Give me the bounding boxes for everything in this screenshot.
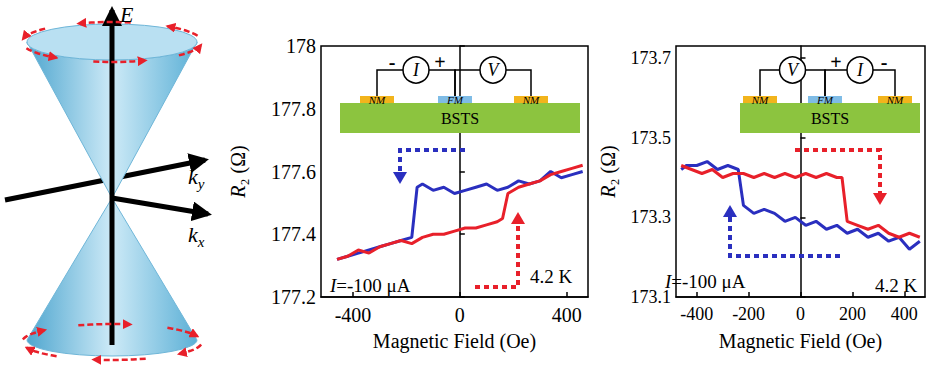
svg-text:400: 400 — [552, 304, 582, 326]
svg-text:NM: NM — [522, 94, 540, 106]
svg-text:=-100 μA: =-100 μA — [671, 271, 745, 292]
svg-text:-: - — [881, 51, 888, 73]
svg-text:R: R — [227, 185, 249, 198]
svg-text:V: V — [488, 60, 501, 80]
svg-text:4.2 K: 4.2 K — [875, 275, 918, 296]
svg-text:173.1: 173.1 — [630, 287, 671, 307]
svg-text:173.3: 173.3 — [631, 207, 672, 227]
svg-text:-200: -200 — [732, 304, 765, 324]
svg-text:BSTS: BSTS — [811, 110, 849, 127]
svg-text:200: 200 — [839, 304, 866, 324]
svg-text:177.6: 177.6 — [271, 161, 316, 183]
svg-text:177.4: 177.4 — [271, 223, 316, 245]
svg-text:178: 178 — [286, 35, 316, 57]
svg-text:173.5: 173.5 — [631, 128, 672, 148]
svg-text:177.2: 177.2 — [271, 286, 316, 308]
svg-text:NM: NM — [886, 94, 904, 106]
svg-text:ky: ky — [188, 164, 205, 192]
svg-text:-400: -400 — [335, 304, 372, 326]
svg-text:₂ (Ω): ₂ (Ω) — [597, 145, 620, 185]
svg-text:NM: NM — [368, 94, 386, 106]
svg-text:I: I — [665, 270, 672, 292]
svg-text:NM: NM — [751, 94, 769, 106]
svg-text:+: + — [830, 51, 841, 73]
svg-text:+: + — [434, 51, 445, 73]
svg-text:E: E — [119, 2, 134, 27]
svg-text:-400: -400 — [680, 304, 713, 324]
svg-text:-: - — [389, 51, 396, 73]
svg-text:177.8: 177.8 — [271, 98, 316, 120]
svg-text:I: I — [412, 60, 420, 80]
svg-text:400: 400 — [891, 304, 918, 324]
svg-text:0: 0 — [455, 304, 465, 326]
svg-text:Magnetic Field (Oe): Magnetic Field (Oe) — [373, 330, 536, 353]
svg-text:=-100 μA: =-100 μA — [336, 275, 410, 296]
svg-text:I: I — [856, 60, 864, 80]
svg-text:₂ (Ω): ₂ (Ω) — [227, 145, 250, 185]
svg-text:FM: FM — [816, 94, 834, 106]
svg-text:4.2 K: 4.2 K — [530, 266, 573, 287]
svg-text:R: R — [597, 185, 619, 198]
svg-text:BSTS: BSTS — [441, 110, 479, 127]
svg-text:Magnetic Field (Oe): Magnetic Field (Oe) — [719, 330, 882, 353]
svg-text:V: V — [787, 60, 800, 80]
svg-text:173.7: 173.7 — [631, 48, 672, 68]
svg-text:0: 0 — [796, 304, 805, 324]
svg-text:FM: FM — [446, 94, 464, 106]
svg-text:kx: kx — [188, 222, 205, 250]
svg-text:I: I — [330, 274, 337, 296]
